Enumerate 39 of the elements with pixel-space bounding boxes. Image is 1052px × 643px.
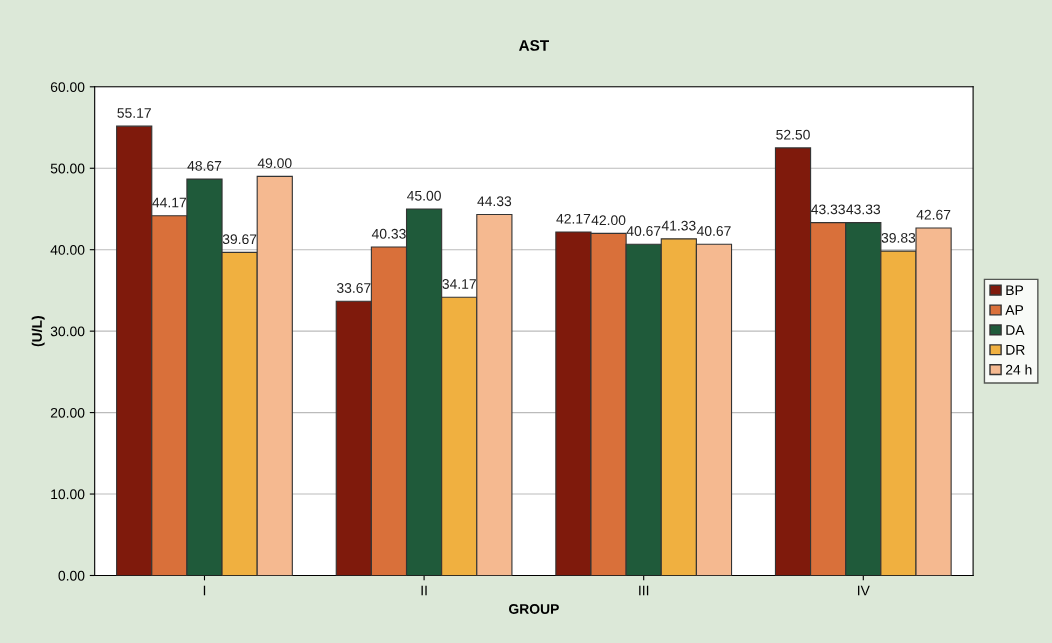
y-tick-label: 30.00 — [50, 326, 85, 337]
legend-label: DR — [1006, 345, 1025, 355]
x-axis-title: GROUP — [509, 604, 559, 614]
data-label: 42.00 — [591, 215, 626, 226]
legend-label: DA — [1006, 325, 1025, 335]
x-tick-label: III — [639, 585, 649, 596]
x-tick-label: I — [203, 585, 206, 596]
legend-label: BP — [1006, 285, 1024, 295]
data-label: 41.33 — [661, 220, 696, 231]
data-label: 43.33 — [811, 204, 845, 215]
x-tick-label: II — [421, 585, 427, 596]
y-tick-label: 20.00 — [50, 407, 85, 418]
y-tick-label: 60.00 — [50, 82, 85, 92]
data-label: 40.67 — [626, 226, 661, 236]
data-label: 39.67 — [222, 234, 257, 245]
data-label: 49.00 — [257, 158, 292, 169]
y-axis-title: (U/L) — [31, 316, 45, 347]
data-label: 40.67 — [696, 226, 731, 236]
data-label: 44.17 — [152, 197, 187, 208]
y-tick-label: 40.00 — [50, 245, 85, 255]
data-label: 33.67 — [336, 283, 371, 293]
legend-label: 24 h — [1005, 364, 1032, 375]
data-label: 44.33 — [477, 196, 512, 207]
y-tick-label: 50.00 — [50, 163, 85, 174]
data-label: 45.00 — [407, 190, 441, 201]
y-tick-label: 0.00 — [58, 570, 85, 581]
data-label: 52.50 — [776, 129, 810, 140]
data-label: 39.83 — [881, 232, 916, 243]
data-label: 42.17 — [556, 213, 591, 224]
data-label: 42.67 — [916, 209, 951, 220]
chart-title: AST — [518, 40, 549, 51]
data-label: 34.17 — [442, 279, 476, 289]
legend-label: AP — [1005, 305, 1024, 315]
data-label: 48.67 — [187, 160, 222, 171]
data-label: 55.17 — [117, 108, 151, 118]
data-label: 43.33 — [846, 204, 881, 215]
x-tick-label: IV — [858, 585, 870, 596]
data-label: 40.33 — [371, 228, 406, 239]
y-tick-label: 10.00 — [51, 489, 85, 500]
